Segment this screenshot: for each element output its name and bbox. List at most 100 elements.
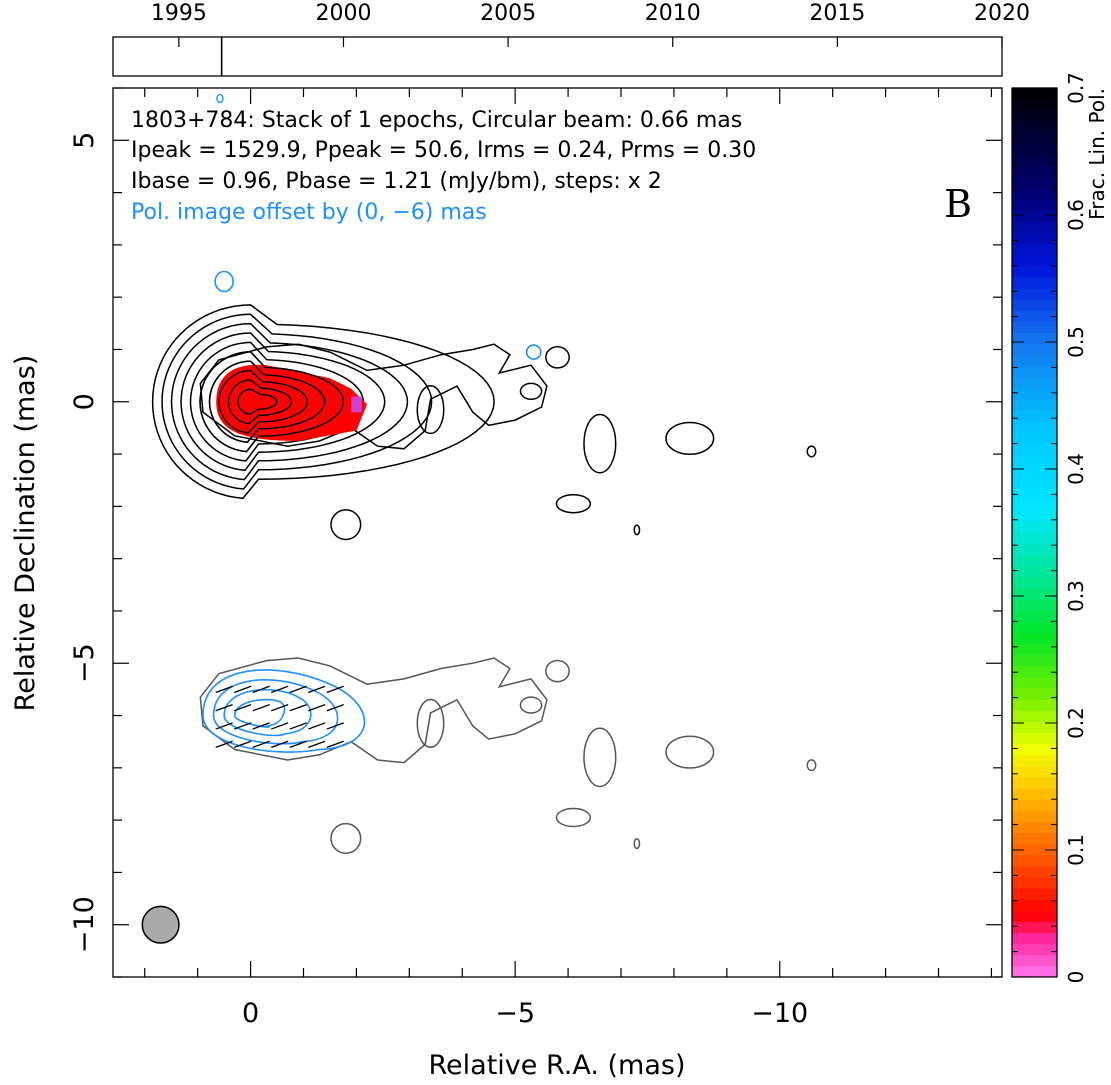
colorbar-cell — [1012, 610, 1057, 622]
colorbar: 0 0.1 0.2 0.3 0.4 0.5 0.6 0.7 Frac. Lin. Pol. — [1011, 72, 1109, 983]
colorbar-cell — [1012, 743, 1057, 756]
intensity-contour — [161, 313, 433, 490]
colorbar-cell — [1012, 510, 1057, 522]
offset-intensity-contour — [555, 807, 592, 828]
colorbar-cell — [1012, 343, 1057, 356]
offset-intensity-contour — [665, 735, 715, 769]
polarization-contour — [233, 698, 286, 728]
colorbar-cell — [1012, 710, 1057, 722]
evpa-stick — [271, 740, 289, 748]
intensity-contour — [208, 360, 326, 443]
evpa-stick — [326, 703, 344, 712]
timeline-tick-label: 1995 — [151, 1, 207, 26]
intensity-contour — [583, 413, 617, 474]
y-tick-label: −10 — [69, 896, 100, 953]
x-axis-label: Relative R.A. (mas) — [429, 1050, 686, 1081]
offset-intensity-contour — [199, 657, 548, 764]
colorbar-cell — [1012, 365, 1057, 378]
colorbar-cell — [1012, 665, 1057, 678]
polarization-contour — [214, 270, 234, 293]
colorbar-tick-label: 0.5 — [1064, 326, 1088, 358]
colorbar-cell — [1012, 310, 1057, 322]
frac-pol-pixel — [351, 396, 362, 413]
intensity-contour — [218, 369, 308, 434]
intensity-contour — [665, 421, 715, 455]
evpa-stick — [271, 703, 289, 712]
colorbar-cell — [1012, 332, 1057, 345]
evpa-stick — [233, 703, 252, 712]
colorbar-cell — [1012, 754, 1057, 767]
y-tick-label: 0 — [69, 393, 100, 410]
evpa-stick — [289, 703, 307, 712]
evpa-stick — [233, 740, 252, 748]
colorbar-cell — [1012, 843, 1057, 856]
timeline-tick-label: 2020 — [974, 1, 1030, 26]
offset-intensity-contour — [545, 659, 570, 683]
colorbar-cell — [1012, 399, 1057, 411]
evpa-stick — [252, 703, 270, 712]
colorbar-cell — [1012, 454, 1057, 467]
colorbar-cell — [1012, 388, 1057, 400]
colorbar-cell — [1012, 265, 1057, 278]
colorbar-cell — [1012, 288, 1057, 300]
timeline: 1995 2000 2005 2010 2015 2020 — [112, 1, 1030, 77]
evpa-stick — [252, 740, 270, 748]
offset-intensity-contour — [806, 759, 817, 772]
intensity-contour — [545, 345, 570, 369]
colorbar-cell — [1012, 543, 1057, 556]
panel-label: B — [944, 182, 972, 226]
colorbar-cell — [1012, 99, 1057, 111]
colorbar-cell — [1012, 254, 1057, 267]
evpa-stick — [308, 703, 326, 712]
colorbar-cell — [1012, 643, 1057, 656]
evpa-stick — [215, 703, 233, 712]
y-tick-label: −5 — [69, 643, 100, 683]
colorbar-cell — [1012, 465, 1057, 478]
colorbar-cell — [1012, 854, 1057, 867]
evpa-stick — [289, 685, 307, 694]
colorbar-cell — [1012, 599, 1057, 611]
offset-intensity-contour — [416, 698, 445, 748]
plot-frame — [112, 87, 1003, 978]
colorbar-cell — [1012, 276, 1057, 289]
colorbar-tick-label: 0.6 — [1064, 199, 1088, 231]
colorbar-cell — [1012, 199, 1057, 211]
colorbar-cell — [1012, 732, 1057, 745]
offset-intensity-contour — [633, 838, 641, 850]
polarization-contour — [216, 93, 224, 104]
colorbar-cell — [1012, 176, 1057, 189]
colorbar-cell — [1012, 632, 1057, 645]
annotation-line-3: Ibase = 0.96, Pbase = 1.21 (mJy/bm), ste… — [131, 169, 662, 194]
colorbar-cell — [1012, 865, 1057, 878]
intensity-contour — [633, 524, 641, 536]
polarization-contour — [202, 669, 366, 753]
evpa-stick — [289, 722, 307, 730]
colorbar-cell — [1012, 910, 1057, 922]
colorbar-tick-label: 0.7 — [1064, 72, 1088, 104]
colorbar-cell — [1012, 654, 1057, 667]
colorbar-tick-label: 0.3 — [1064, 580, 1088, 612]
colorbar-cell — [1012, 688, 1057, 700]
intensity-contour — [180, 332, 386, 472]
x-tick-label: 0 — [242, 998, 259, 1029]
intensity-contour — [416, 385, 445, 435]
intensity-contour — [189, 341, 365, 462]
colorbar-cell — [1012, 421, 1057, 433]
colorbar-cell — [1012, 588, 1057, 600]
colorbar-cell — [1012, 232, 1057, 245]
colorbar-cell — [1012, 299, 1057, 311]
colorbar-tick-label: 0.4 — [1064, 453, 1088, 485]
annotation-line-4: Pol. image offset by (0, −6) mas — [131, 200, 487, 225]
evpa-stick — [308, 722, 326, 730]
annotation-line-1: 1803+784: Stack of 1 epochs, Circular be… — [131, 108, 742, 133]
timeline-tick-label: 2000 — [315, 1, 371, 26]
colorbar-cell — [1012, 354, 1057, 367]
colorbar-cell — [1012, 488, 1057, 500]
colorbar-cell — [1012, 554, 1057, 567]
colorbar-cell — [1012, 676, 1057, 689]
beam-circle — [141, 905, 180, 944]
timeline-tick-label: 2005 — [480, 1, 536, 26]
colorbar-cell — [1012, 521, 1057, 533]
evpa-stick — [233, 685, 252, 694]
colorbar-cell — [1012, 432, 1057, 445]
